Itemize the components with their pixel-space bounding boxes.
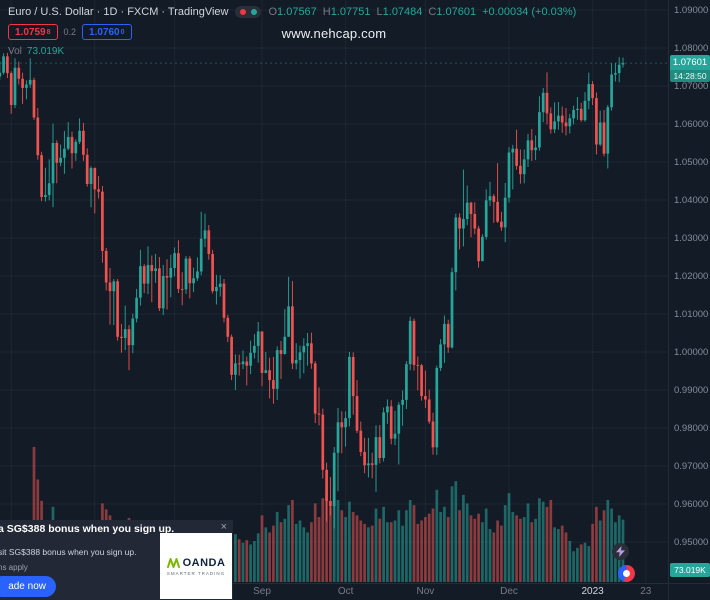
high-value: 1.07751 [330,6,371,18]
price-axis-label: 1.06000 [674,119,709,130]
current-price-badge: 1.07601 [670,55,710,71]
ask-price-pips: 0 [120,28,125,36]
lightning-icon [616,546,625,557]
boost-icon[interactable] [612,543,629,560]
bid-ask-toggle[interactable] [235,6,262,18]
volume-legend[interactable]: Vol 73.019K [8,46,64,57]
symbol-title[interactable]: Euro / U.S. Dollar · 1D · FXCM · Trading… [8,6,229,18]
volume-badge: 73.019K [670,563,710,577]
price-axis-label: 1.00000 [674,347,709,358]
time-axis-label: Nov [416,586,435,597]
time-axis-label: 23 [640,586,652,597]
candlestick-chart[interactable] [0,0,668,583]
toggle-green-dot [250,9,257,15]
high-label: H [322,6,331,18]
oanda-logo [166,557,180,568]
buy-button[interactable]: 1.0760 0 [82,24,132,40]
volume-value: 73.019K [26,46,65,57]
price-axis-label: 0.98000 [674,423,709,434]
toggle-red-dot [240,9,247,15]
ad-headline: a SG$388 bonus when you sign up. [0,523,175,535]
bid-price: 1.0759 [15,26,46,38]
price-axis-label: 1.01000 [674,309,709,320]
time-axis-label: Oct [337,586,354,597]
time-axis-label: Sep [253,586,271,597]
current-price-badge-group: 1.07601 14:28:50 [670,55,710,83]
site-watermark: www.nehcap.com [281,26,387,41]
open-value: 1.07567 [277,6,317,18]
time-axis-label: 2023 [581,586,604,597]
price-axis[interactable]: 1.07601 14:28:50 73.019K 1.09000 1.08000 1… [668,0,710,583]
chart-header: Euro / U.S. Dollar · 1D · FXCM · Trading… [8,5,576,19]
price-axis-label: 0.96000 [674,499,709,510]
spread-value: 0.2 [63,27,77,37]
sell-button[interactable]: 1.0759 8 [8,24,58,40]
close-label: C [428,6,437,18]
close-value: 1.07601 [436,6,477,18]
price-axis-label: 0.99000 [674,385,709,396]
quote-row: 1.0759 8 0.2 1.0760 0 [8,24,132,40]
price-axis-label: 0.95000 [674,537,709,548]
price-axis-label: 1.09000 [674,5,709,16]
ad-brand-name: OANDA [182,556,226,569]
ad-terms: ns apply [0,563,28,572]
price-axis-label: 1.03000 [674,233,709,244]
ad-subline: sit SG$388 bonus when you sign up. [0,547,137,557]
ohlc-values: O1.07567 H1.07751 L1.07484 C1.07601 +0.0… [268,6,576,18]
price-axis-label: 1.02000 [674,271,709,282]
time-axis-label: Dec [500,586,518,597]
ad-brand-tagline: SMARTER TRADING [166,570,226,576]
price-axis-label: 1.04000 [674,195,709,206]
ask-price: 1.0760 [89,26,120,38]
price-axis-label: 0.97000 [674,461,709,472]
axis-corner [668,583,710,600]
ad-banner: × a SG$388 bonus when you sign up. sit S… [0,520,233,600]
candle-countdown: 14:28:50 [670,70,710,83]
change-value: +0.00034 (+0.03%) [482,6,577,18]
ad-brand-panel[interactable]: OANDA SMARTER TRADING [160,533,232,599]
volume-label: Vol [8,46,22,57]
price-axis-label: 1.08000 [674,43,709,54]
ad-close-icon[interactable]: × [220,521,227,533]
promo-icon[interactable] [618,565,635,582]
price-axis-label: 1.05000 [674,157,709,168]
ad-trade-now-button[interactable]: ade now [0,576,56,597]
promo-icon-center [623,570,630,577]
price-axis-label: 1.07000 [674,81,709,92]
bid-price-pips: 8 [46,28,51,36]
low-value: 1.07484 [382,6,423,18]
open-label: O [268,6,278,18]
low-label: L [376,6,383,18]
